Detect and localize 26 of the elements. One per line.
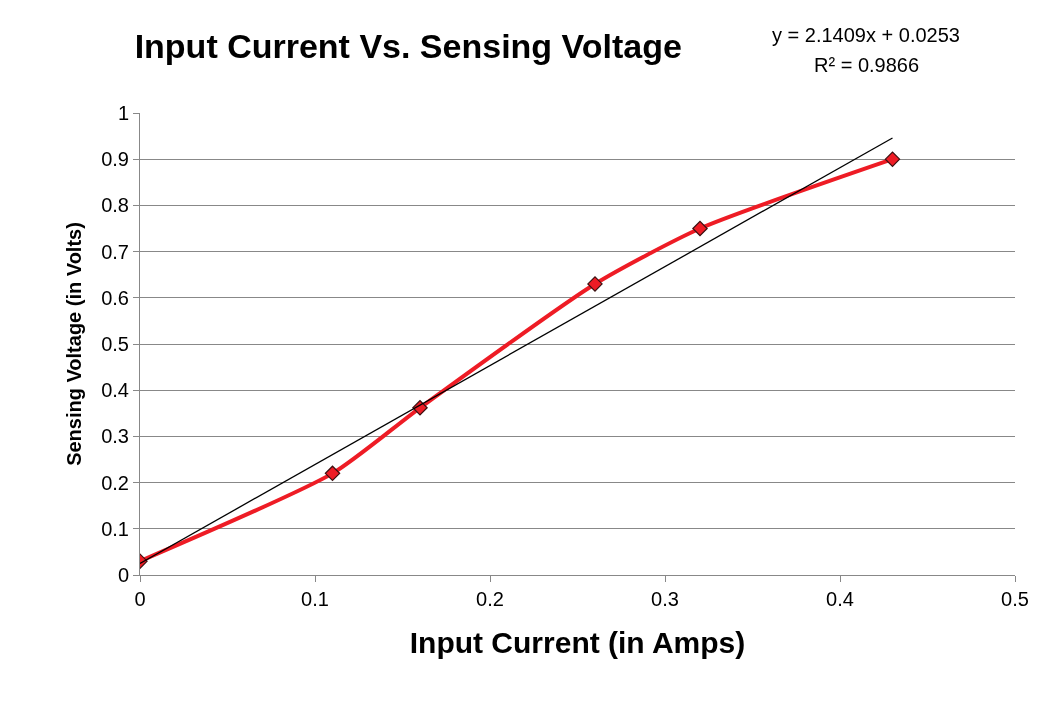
x-tick-label: 0.5 [1001, 588, 1029, 610]
x-tick-label: 0.4 [826, 588, 854, 610]
chart-title: Input Current Vs. Sensing Voltage [134, 26, 682, 65]
text: y = 2.1409x + 0.0253 [772, 24, 960, 46]
y-tick-label: 0.3 [101, 425, 129, 448]
point [324, 465, 341, 482]
y-tick-label: 0.8 [101, 194, 129, 217]
x-axis-title: Input Current (in Amps) [409, 625, 746, 659]
y-tick-label: 0.1 [101, 517, 129, 540]
x-tick-label: 0.1 [301, 588, 329, 610]
point [884, 151, 901, 167]
y-axis-title: Sensing Voltage (in Volts) [62, 222, 85, 466]
y-tick-label: 1 [117, 102, 129, 124]
y-tick-label: 0 [117, 564, 129, 586]
y-tick-label: 0.6 [101, 286, 129, 309]
y-tick-label: 0.5 [101, 333, 129, 355]
y-tick-label: 0.4 [101, 379, 129, 402]
y-tick-label: 0.7 [101, 240, 129, 263]
x-tick-label: 0.2 [476, 588, 504, 610]
x-tick-label: 0.3 [651, 588, 679, 610]
text: R² = 0.9866 [814, 54, 920, 76]
point [587, 276, 603, 292]
y-tick-label: 0.9 [101, 148, 129, 171]
y-tick-label: 0.2 [101, 471, 129, 494]
x-tick-label: 0 [134, 588, 146, 610]
point [692, 220, 708, 237]
